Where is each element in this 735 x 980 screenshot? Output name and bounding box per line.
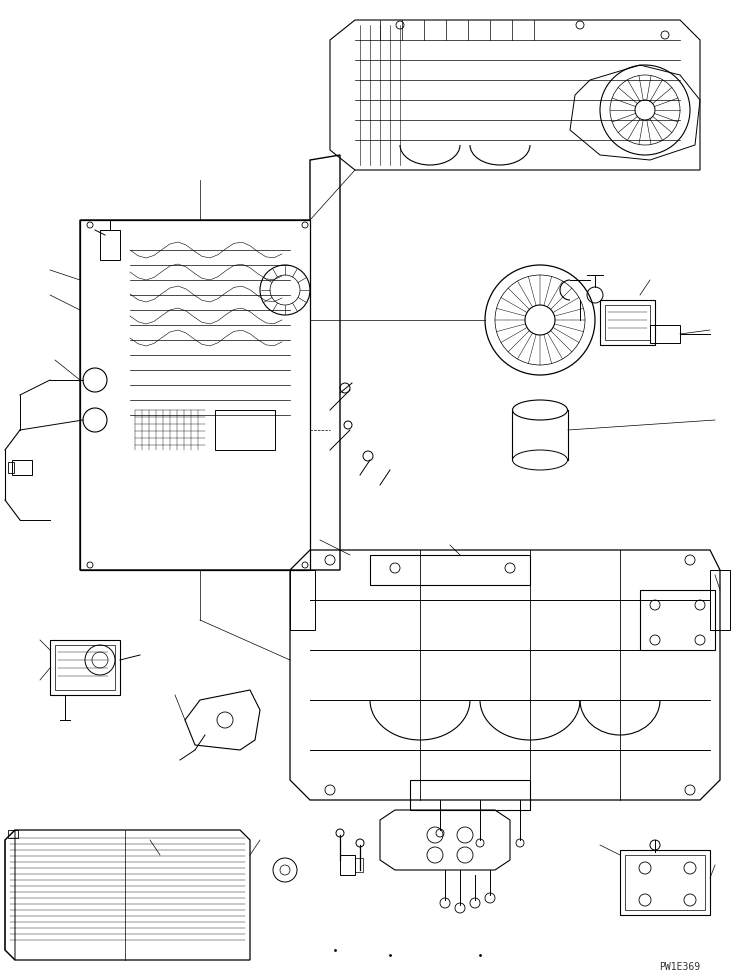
- Bar: [620, 850, 710, 915]
- Bar: [100, 230, 120, 260]
- Bar: [215, 410, 275, 450]
- Bar: [625, 855, 705, 910]
- Bar: [290, 570, 315, 630]
- Bar: [640, 590, 715, 650]
- Bar: [605, 305, 650, 340]
- Bar: [710, 570, 730, 630]
- Bar: [355, 858, 363, 872]
- Bar: [600, 300, 655, 345]
- Bar: [8, 462, 14, 473]
- Bar: [8, 830, 18, 838]
- Bar: [650, 325, 680, 343]
- Bar: [12, 460, 32, 475]
- Bar: [410, 780, 530, 810]
- Bar: [340, 855, 355, 875]
- Bar: [370, 555, 530, 585]
- Bar: [55, 645, 115, 690]
- Bar: [80, 220, 310, 570]
- Bar: [50, 640, 120, 695]
- Text: PW1E369: PW1E369: [659, 962, 700, 972]
